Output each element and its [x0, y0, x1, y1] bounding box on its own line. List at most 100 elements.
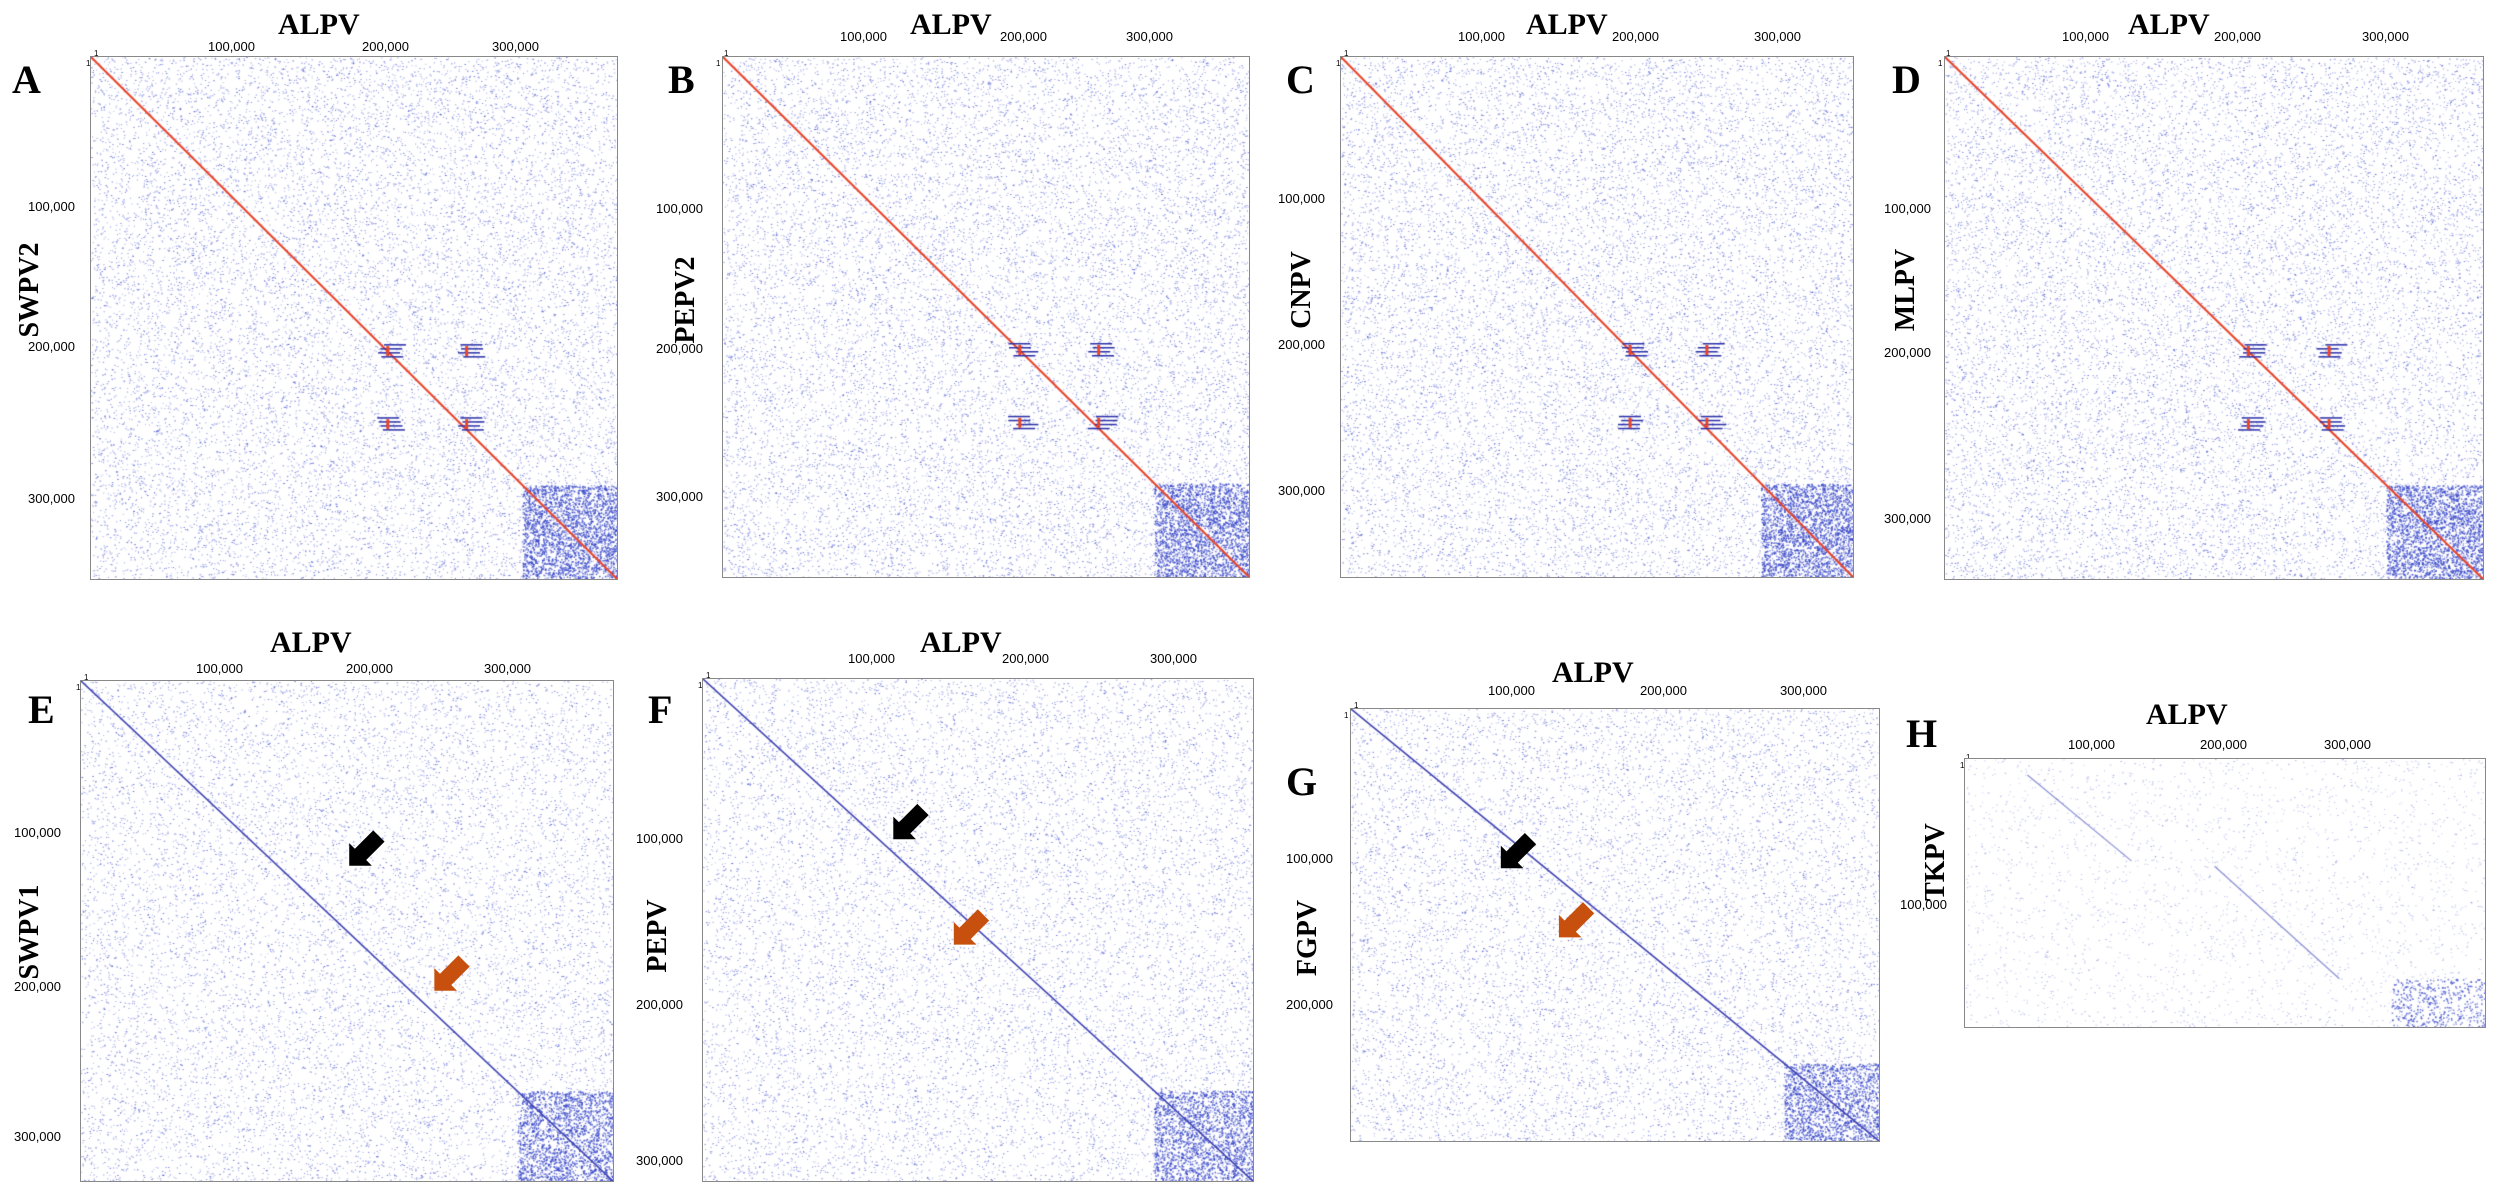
x-tick-100000: 100,000	[208, 39, 255, 54]
x-axis-title: ALPV	[1526, 8, 1608, 41]
x-tick-200000: 200,000	[346, 661, 393, 676]
x-tick-100000: 100,000	[2068, 737, 2115, 752]
y-axis-title: PEPV2	[670, 256, 701, 344]
y-tick-300000: 300,000	[1884, 511, 1931, 526]
y-tick-300000: 300,000	[14, 1129, 61, 1144]
x-tick-1: 1	[1946, 49, 1951, 58]
y-tick-200000: 200,000	[1286, 997, 1333, 1012]
x-tick-1: 1	[84, 673, 89, 682]
y-axis-title: SWPV2	[14, 242, 45, 338]
dot-plot-canvas	[1945, 57, 2483, 579]
x-axis-title: ALPV	[2128, 8, 2210, 41]
y-axis-title: PEPV	[642, 899, 673, 973]
y-tick-100000: 100,000	[636, 831, 683, 846]
y-tick-200000: 200,000	[14, 979, 61, 994]
y-tick-300000: 300,000	[1278, 483, 1325, 498]
orange-arrow-icon	[1558, 902, 1595, 938]
x-tick-200000: 200,000	[1000, 29, 1047, 44]
y-tick-100000: 100,000	[28, 199, 75, 214]
orange-arrow-icon	[434, 955, 470, 991]
x-tick-100000: 100,000	[1488, 683, 1535, 698]
x-tick-200000: 200,000	[1002, 651, 1049, 666]
y-axis-title: MLPV	[1890, 248, 1921, 332]
panel-letter: D	[1892, 57, 1921, 102]
y-tick-1: 1	[76, 683, 81, 692]
black-arrow-icon	[1500, 832, 1537, 869]
black-arrow-icon	[349, 830, 385, 866]
dot-plot-area	[1964, 758, 2486, 1028]
x-tick-300000: 300,000	[1754, 29, 1801, 44]
arrow-overlay	[349, 830, 470, 991]
x-tick-100000: 100,000	[1458, 29, 1505, 44]
panel-letter: G	[1286, 759, 1318, 804]
x-axis-title: ALPV	[1552, 656, 1634, 689]
y-tick-1: 1	[86, 59, 91, 68]
arrow-overlay	[1500, 832, 1595, 938]
black-arrow-icon	[893, 803, 929, 840]
x-tick-100000: 100,000	[196, 661, 243, 676]
dot-plot-area	[1350, 708, 1880, 1142]
y-axis-title: TKPV	[1920, 823, 1951, 901]
dot-plot-canvas	[1965, 759, 2485, 1027]
x-tick-100000: 100,000	[840, 29, 887, 44]
x-axis-title: ALPV	[278, 8, 360, 41]
x-tick-100000: 100,000	[848, 651, 895, 666]
dot-plot-area	[1340, 56, 1854, 578]
x-tick-300000: 300,000	[484, 661, 531, 676]
x-tick-1: 1	[1966, 754, 1970, 762]
y-tick-100000: 100,000	[1278, 191, 1325, 206]
y-tick-1: 1	[716, 59, 721, 68]
x-tick-1: 1	[94, 49, 99, 58]
y-tick-300000: 300,000	[656, 489, 703, 504]
y-tick-100000: 100,000	[656, 201, 703, 216]
y-tick-200000: 200,000	[636, 997, 683, 1012]
y-axis-title: CNPV	[1286, 251, 1317, 329]
arrow-overlay	[893, 803, 990, 945]
y-tick-200000: 200,000	[1884, 345, 1931, 360]
x-tick-1: 1	[1354, 701, 1359, 710]
y-tick-1: 1	[1344, 711, 1349, 720]
panel-letter: H	[1906, 711, 1938, 756]
y-tick-200000: 200,000	[1278, 337, 1325, 352]
y-tick-1: 1	[698, 681, 703, 690]
dot-plot-canvas	[81, 681, 613, 1181]
x-tick-200000: 200,000	[2214, 29, 2261, 44]
x-axis-title: ALPV	[920, 626, 1002, 659]
dot-plot-area	[702, 678, 1254, 1182]
x-axis-title: ALPV	[2146, 698, 2228, 731]
dot-plot-canvas	[723, 57, 1249, 577]
orange-arrow-icon	[953, 909, 990, 945]
panel-letter: E	[28, 687, 55, 732]
y-axis-title: FGPV	[1292, 899, 1323, 977]
y-tick-200000: 200,000	[28, 339, 75, 354]
dot-plot-canvas	[1351, 709, 1879, 1141]
y-tick-1: 1	[1336, 59, 1341, 68]
dot-plot-canvas	[1341, 57, 1853, 577]
dot-plot-canvas	[91, 57, 617, 579]
x-tick-100000: 100,000	[2062, 29, 2109, 44]
y-axis-title: SWPV1	[14, 884, 45, 980]
panel-letter: F	[648, 687, 673, 732]
x-tick-200000: 200,000	[1640, 683, 1687, 698]
y-tick-100000: 100,000	[1884, 201, 1931, 216]
y-tick-100000: 100,000	[14, 825, 61, 840]
dot-plot-area	[722, 56, 1250, 578]
x-tick-1: 1	[1344, 49, 1349, 58]
x-axis-title: ALPV	[270, 626, 352, 659]
y-tick-100000: 100,000	[1900, 897, 1947, 912]
y-tick-300000: 300,000	[636, 1153, 683, 1168]
x-tick-300000: 300,000	[2362, 29, 2409, 44]
y-tick-1: 1	[1938, 59, 1943, 68]
y-tick-200000: 200,000	[656, 341, 703, 356]
x-tick-300000: 300,000	[1126, 29, 1173, 44]
x-tick-200000: 200,000	[1612, 29, 1659, 44]
dot-plot-area	[90, 56, 618, 580]
panel-letter: C	[1286, 57, 1315, 102]
panel-letter: B	[668, 57, 695, 102]
x-tick-300000: 300,000	[2324, 737, 2371, 752]
y-tick-1: 1	[1960, 761, 1965, 770]
y-tick-100000: 100,000	[1286, 851, 1333, 866]
dot-plot-area	[80, 680, 614, 1182]
x-tick-1: 1	[724, 49, 729, 58]
panel-letter: A	[12, 57, 41, 102]
